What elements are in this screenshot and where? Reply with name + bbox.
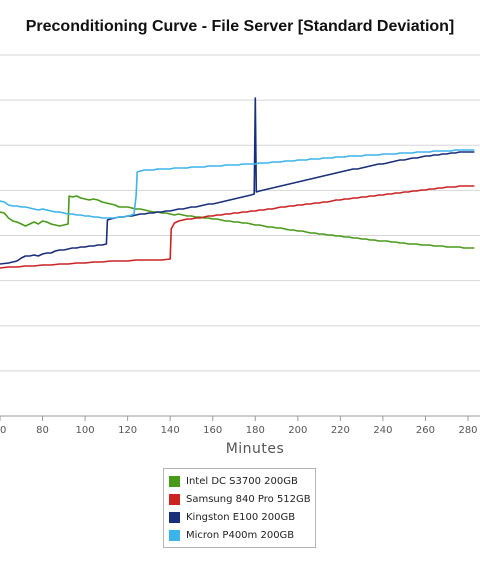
x-tick-label: 80 bbox=[36, 425, 49, 436]
x-tick-label: 60 bbox=[0, 425, 6, 436]
legend-swatch bbox=[169, 529, 180, 541]
series-line-1 bbox=[0, 185, 475, 269]
x-tick-label: 120 bbox=[118, 425, 137, 436]
legend-item: Samsung 840 Pro 512GB bbox=[169, 491, 311, 507]
series-line-2 bbox=[0, 97, 475, 265]
line-chart: 60 80 100 120 140 160 180 200 220 240 260 280 bbox=[0, 54, 480, 436]
chart-title: Preconditioning Curve - File Server [Sta… bbox=[25, 18, 455, 35]
x-tick-label: 260 bbox=[416, 425, 435, 436]
series-line-3 bbox=[0, 149, 475, 219]
x-tick-label: 180 bbox=[246, 425, 265, 436]
legend-swatch bbox=[169, 511, 180, 523]
x-tick-label: 100 bbox=[76, 425, 95, 436]
x-tick-label: 140 bbox=[161, 425, 180, 436]
legend-swatch bbox=[169, 475, 180, 487]
legend-item: Intel DC S3700 200GB bbox=[169, 473, 298, 489]
x-tick-label: 240 bbox=[373, 425, 392, 436]
x-axis-label: Minutes bbox=[225, 441, 285, 457]
legend-item: Micron P400m 200GB bbox=[169, 527, 294, 543]
x-tick-label: 200 bbox=[288, 425, 307, 436]
legend-label: Intel DC S3700 200GB bbox=[186, 475, 298, 487]
x-tick-label: 220 bbox=[331, 425, 350, 436]
legend-item: Kingston E100 200GB bbox=[169, 509, 295, 525]
series-line-0 bbox=[0, 195, 475, 249]
legend-swatch bbox=[169, 493, 180, 505]
x-tick-label: 160 bbox=[203, 425, 222, 436]
legend-label: Micron P400m 200GB bbox=[186, 529, 295, 541]
legend-label: Samsung 840 Pro 512GB bbox=[186, 493, 311, 505]
x-tick-label: 280 bbox=[458, 425, 477, 436]
chart-legend: Intel DC S3700 200GB Samsung 840 Pro 512G… bbox=[163, 468, 316, 548]
legend-label: Kingston E100 200GB bbox=[186, 511, 296, 523]
